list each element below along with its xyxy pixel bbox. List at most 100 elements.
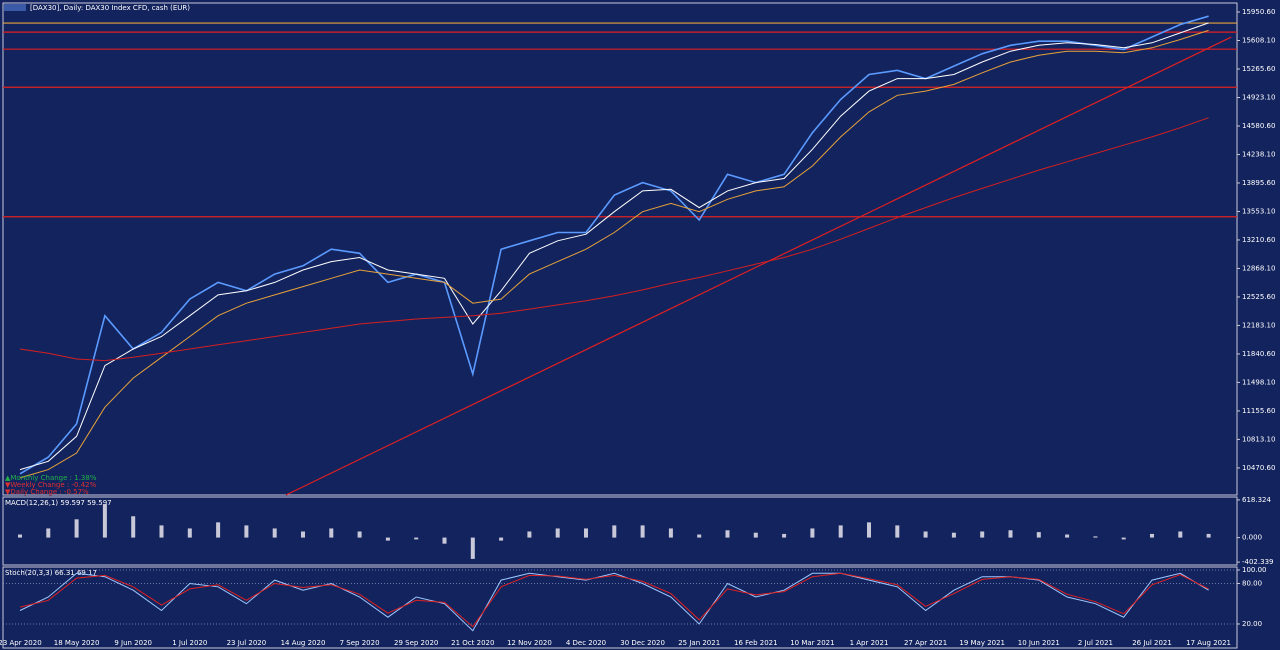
y-tick-label: 10470.60 [1242,464,1275,472]
x-tick-label: 23 Jul 2020 [227,639,267,647]
y-tick-label: 15950.60 [1242,8,1275,16]
x-tick-label: 10 Mar 2021 [790,639,834,647]
macd-bar [584,528,588,538]
y-tick-label: 80.00 [1242,579,1262,587]
macd-bar [668,528,673,538]
y-tick-label: 11498.10 [1242,378,1275,386]
macd-bar [697,534,702,538]
x-tick-label: 19 May 2021 [959,639,1005,647]
macd-bar [725,530,730,538]
x-tick-label: 16 Feb 2021 [734,639,778,647]
y-tick-label: 618.324 [1242,496,1271,504]
macd-bar [1121,537,1126,540]
chart-title: [DAX30], Daily: DAX30 Index CFD, cash (E… [30,4,190,12]
x-tick-label: 30 Dec 2020 [620,639,665,647]
macd-bar [187,528,192,538]
x-tick-label: 18 May 2020 [54,639,100,647]
series-line [19,572,1209,628]
macd-title: MACD(12,26,1) 59.597 59.597 [5,499,112,507]
change-annotation: ▼Weekly Change : -0.42% [5,481,97,489]
macd-bar [753,532,758,538]
x-tick-label: 7 Sep 2020 [340,639,380,647]
macd-bar [414,537,419,540]
macd-bar [555,528,560,538]
series-line [19,15,1209,475]
x-tick-label: 21 Oct 2020 [451,639,494,647]
change-annotation: ▼Daily Change : -0.57% [5,488,89,496]
window-icon [4,4,26,11]
x-tick-label: 25 Jan 2021 [678,639,720,647]
macd-bar [838,525,843,538]
macd-bar [895,525,900,538]
macd-bar [470,537,475,559]
macd-bar [385,537,390,541]
macd-bar [159,525,164,538]
macd-bar [1206,533,1211,538]
x-tick-label: 26 Jul 2021 [1132,639,1172,647]
change-annotation: ▲Monthly Change : 1.38% [5,474,97,482]
x-tick-label: 27 Apr 2021 [904,639,947,647]
x-tick-label: 4 Dec 2020 [566,639,606,647]
macd-bar [612,525,617,538]
macd-bar [357,531,362,538]
y-tick-label: 15265.60 [1242,65,1275,73]
macd-bar [74,519,79,538]
macd-bar [1008,530,1013,538]
macd-bar [951,532,956,538]
series-line [19,22,1209,471]
macd-bar [980,531,985,538]
y-tick-label: 14923.10 [1242,93,1275,101]
x-tick-label: 1 Apr 2021 [850,639,889,647]
macd-bar [499,537,504,541]
x-tick-label: 14 Aug 2020 [281,639,326,647]
x-tick-label: 2 Jul 2021 [1078,639,1113,647]
y-tick-label: 14580.60 [1242,122,1275,130]
y-tick-label: 11155.60 [1242,407,1275,415]
y-tick-label: 12183.10 [1242,321,1275,329]
series-line [19,29,1209,479]
macd-panel [2,496,1238,566]
trend-line [285,36,1232,496]
macd-bar [640,525,645,538]
macd-bar [782,533,787,538]
macd-bar [442,537,447,544]
macd-bar [1065,534,1070,538]
y-tick-label: 13895.60 [1242,179,1275,187]
macd-bar [216,522,221,538]
macd-bar [810,528,815,538]
macd-bar [1178,531,1183,538]
macd-bar [1093,536,1098,538]
main-panel [2,2,1238,496]
macd-bar [527,531,532,538]
y-tick-label: 12868.10 [1242,264,1275,272]
macd-bar [329,528,334,538]
macd-bar [244,525,249,538]
macd-bar [18,534,22,538]
x-tick-label: 1 Jul 2020 [172,639,207,647]
y-tick-label: 10813.10 [1242,435,1275,443]
macd-bar [1150,533,1154,538]
y-tick-label: 14238.10 [1242,150,1275,158]
macd-bar [131,516,136,538]
macd-bar [867,522,871,538]
macd-bar [301,531,305,538]
x-tick-label: 9 Jun 2020 [114,639,152,647]
series-line [19,117,1209,362]
x-tick-label: 10 Jun 2021 [1018,639,1060,647]
y-tick-label: -402.339 [1242,558,1273,566]
x-tick-label: 17 Aug 2021 [1186,639,1231,647]
y-tick-label: 20.00 [1242,620,1262,628]
y-tick-label: 15608.10 [1242,37,1275,45]
macd-bar [1036,532,1041,538]
x-tick-label: 23 Apr 2020 [0,639,42,647]
macd-bar [923,531,928,538]
y-tick-label: 13210.60 [1242,236,1275,244]
x-tick-label: 12 Nov 2020 [507,639,552,647]
y-tick-label: 12525.60 [1242,293,1275,301]
y-tick-label: 0.000 [1242,534,1262,542]
stoch-title: Stoch(20,3,3) 66.31 69.17 [5,569,97,577]
stoch-panel [2,566,1238,649]
